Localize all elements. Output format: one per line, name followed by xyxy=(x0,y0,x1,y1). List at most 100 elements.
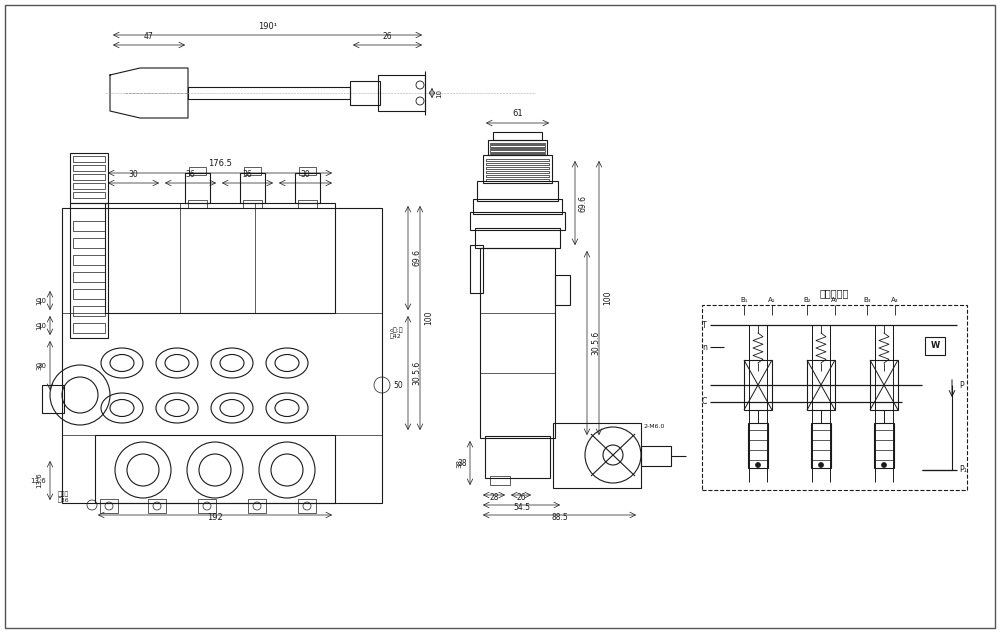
Text: 54.5: 54.5 xyxy=(513,503,530,512)
Text: 69.6: 69.6 xyxy=(579,194,588,211)
Text: 88.5: 88.5 xyxy=(551,513,568,522)
Bar xyxy=(73,272,105,282)
Text: 26: 26 xyxy=(383,32,392,41)
Bar xyxy=(486,175,549,177)
Circle shape xyxy=(756,463,761,468)
Text: 28: 28 xyxy=(489,493,499,502)
Text: 26: 26 xyxy=(516,493,526,502)
Text: 30.5.6: 30.5.6 xyxy=(412,361,421,385)
Bar xyxy=(73,221,105,231)
Bar xyxy=(240,173,265,203)
Bar xyxy=(73,255,105,265)
Bar xyxy=(73,174,105,180)
Bar xyxy=(73,165,105,171)
Bar xyxy=(185,173,210,203)
Text: P₁: P₁ xyxy=(959,465,967,475)
Bar xyxy=(299,167,316,175)
Text: W: W xyxy=(930,341,940,351)
Text: 13.6: 13.6 xyxy=(30,478,46,484)
Bar xyxy=(70,203,108,338)
Bar xyxy=(105,203,335,313)
Circle shape xyxy=(882,463,887,468)
Text: 38: 38 xyxy=(457,458,467,468)
Text: T: T xyxy=(702,320,707,330)
Text: 沉割孔
高36: 沉割孔 高36 xyxy=(58,491,70,503)
Text: 10: 10 xyxy=(37,298,46,304)
Text: 38: 38 xyxy=(456,458,462,468)
Bar xyxy=(490,145,545,146)
Bar xyxy=(62,208,382,503)
Text: 47: 47 xyxy=(144,32,154,41)
Text: 10: 10 xyxy=(36,296,42,305)
Bar xyxy=(248,499,266,513)
Bar xyxy=(925,337,945,355)
Bar xyxy=(486,170,549,173)
Text: 30: 30 xyxy=(301,170,310,179)
Text: 192: 192 xyxy=(207,513,223,522)
Bar xyxy=(475,228,560,248)
Bar xyxy=(486,179,549,181)
Text: 13.6: 13.6 xyxy=(36,473,42,489)
Bar xyxy=(378,75,425,111)
Bar xyxy=(298,499,316,513)
Bar xyxy=(73,306,105,316)
Text: A₃: A₃ xyxy=(891,297,899,303)
Bar xyxy=(189,167,206,175)
Text: 36: 36 xyxy=(243,170,252,179)
Bar xyxy=(807,360,835,410)
Bar xyxy=(244,167,261,175)
Bar xyxy=(148,499,166,513)
Bar xyxy=(553,423,641,488)
Text: 10: 10 xyxy=(37,323,46,329)
Bar xyxy=(874,423,894,468)
Bar xyxy=(473,199,562,214)
Bar xyxy=(486,163,549,165)
Text: B₁: B₁ xyxy=(740,297,748,303)
Bar xyxy=(295,173,320,203)
Bar xyxy=(744,360,772,410)
Bar xyxy=(73,156,105,162)
Text: 30.5.6: 30.5.6 xyxy=(591,331,600,355)
Text: 69.6: 69.6 xyxy=(412,249,421,266)
Bar xyxy=(490,142,545,144)
Text: 50: 50 xyxy=(393,380,403,389)
Bar xyxy=(490,476,510,485)
Bar xyxy=(493,132,542,140)
Text: 液压原理图: 液压原理图 xyxy=(820,288,849,298)
Bar xyxy=(100,499,118,513)
Bar xyxy=(490,153,545,154)
Text: 10: 10 xyxy=(36,321,42,330)
Bar xyxy=(477,181,558,201)
Bar xyxy=(198,499,216,513)
Bar xyxy=(350,81,380,105)
Bar xyxy=(555,275,570,305)
Text: B₃: B₃ xyxy=(863,297,871,303)
Text: 100: 100 xyxy=(424,311,433,325)
Bar xyxy=(73,192,105,198)
Bar xyxy=(42,385,64,413)
Bar xyxy=(470,212,565,230)
Bar xyxy=(486,166,549,169)
Bar xyxy=(870,360,898,410)
Bar xyxy=(73,238,105,248)
Bar xyxy=(488,140,547,155)
Text: 30: 30 xyxy=(37,363,46,369)
Bar xyxy=(298,200,317,208)
Bar xyxy=(702,305,967,490)
Bar xyxy=(748,423,768,468)
Circle shape xyxy=(818,463,824,468)
Bar xyxy=(70,153,108,203)
Text: 61: 61 xyxy=(512,109,523,118)
Bar xyxy=(470,245,483,293)
Bar xyxy=(95,435,335,503)
Text: 100: 100 xyxy=(603,291,612,305)
Text: 30: 30 xyxy=(129,170,138,179)
Text: A₂: A₂ xyxy=(831,297,839,303)
Text: 36: 36 xyxy=(186,170,195,179)
Bar xyxy=(490,150,545,151)
Text: 30: 30 xyxy=(36,361,42,370)
Bar xyxy=(811,423,831,468)
Text: 10: 10 xyxy=(436,89,442,97)
Text: n: n xyxy=(702,342,707,351)
Bar xyxy=(480,248,555,438)
